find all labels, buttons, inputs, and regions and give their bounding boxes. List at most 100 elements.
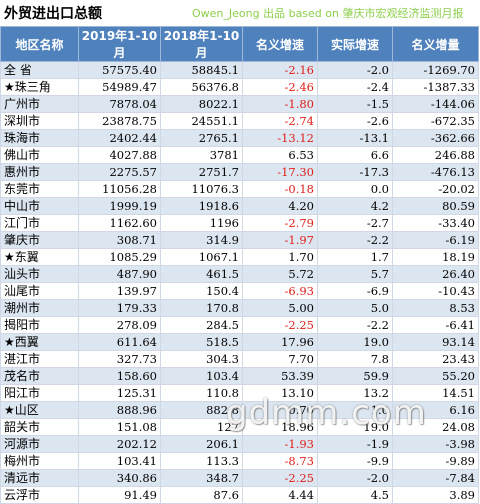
cell-2019: 57575.40 [78, 61, 161, 79]
cell-real-growth: -2.0 [317, 469, 393, 487]
cell-nominal-increase: -672.35 [392, 112, 479, 130]
table-row: 江门市 1162.60 1196 -2.79 -2.7 -33.40 [0, 214, 479, 232]
cell-region: 云浮市 [0, 486, 79, 504]
cell-2019: 340.86 [78, 469, 161, 487]
table-row: 阳江市 125.31 110.8 13.10 13.2 14.51 [0, 384, 479, 402]
cell-nominal-growth: -2.16 [242, 61, 318, 79]
table-row: 肇庆市 308.71 314.9 -1.97 -2.2 -6.19 [0, 231, 479, 249]
cell-region: 全 省 [0, 61, 79, 79]
cell-2018: 11076.3 [160, 180, 243, 198]
cell-2019: 202.12 [78, 435, 161, 453]
table-row: 佛山市 4027.88 3781 6.53 6.6 246.88 [0, 146, 479, 164]
cell-nominal-growth: -2.25 [242, 316, 318, 334]
cell-2019: 2275.57 [78, 163, 161, 181]
cell-real-growth: 1.7 [317, 248, 393, 266]
table-row: 茂名市 158.60 103.4 53.39 59.9 55.20 [0, 367, 479, 385]
cell-real-growth: 19.0 [317, 333, 393, 351]
cell-2019: 327.73 [78, 350, 161, 368]
cell-2019: 278.09 [78, 316, 161, 334]
cell-real-growth: 4.5 [317, 486, 393, 504]
cell-2018: 24551.1 [160, 112, 243, 130]
cell-2018: 304.3 [160, 350, 243, 368]
cell-region: 揭阳市 [0, 316, 79, 334]
header-row: 地区名称 2019年1-10月 2018年1-10月 名义增速 实际增速 名义增… [0, 26, 479, 62]
cell-region: 茂名市 [0, 367, 79, 385]
cell-2018: 170.8 [160, 299, 243, 317]
cell-region: 肇庆市 [0, 231, 79, 249]
cell-region: 清远市 [0, 469, 79, 487]
cell-region: ★西翼 [0, 333, 79, 351]
cell-real-growth: -2.0 [317, 61, 393, 79]
cell-nominal-increase: 26.40 [392, 265, 479, 283]
cell-2018: 110.8 [160, 384, 243, 402]
cell-nominal-growth: -2.79 [242, 214, 318, 232]
cell-nominal-increase: -1269.70 [392, 61, 479, 79]
cell-2018: 2751.7 [160, 163, 243, 181]
cell-2019: 11056.28 [78, 180, 161, 198]
cell-real-growth: 7.8 [317, 350, 393, 368]
cell-real-growth: 5.0 [317, 299, 393, 317]
cell-region: 湛江市 [0, 350, 79, 368]
cell-real-growth: 6.6 [317, 146, 393, 164]
cell-nominal-growth: -17.30 [242, 163, 318, 181]
cell-real-growth: 19.0 [317, 418, 393, 436]
cell-real-growth: -2.6 [317, 112, 393, 130]
cell-region: ★山区 [0, 401, 79, 419]
cell-2019: 139.97 [78, 282, 161, 300]
cell-nominal-growth: -0.18 [242, 180, 318, 198]
cell-2018: 56376.8 [160, 78, 243, 96]
cell-2019: 611.64 [78, 333, 161, 351]
table-row: 清远市 340.86 348.7 -2.25 -2.0 -7.84 [0, 469, 479, 487]
table-row: 云浮市 91.49 87.6 4.44 4.5 3.89 [0, 486, 479, 504]
cell-region: 深圳市 [0, 112, 79, 130]
table-row: 珠海市 2402.44 2765.1 -13.12 -13.1 -362.66 [0, 129, 479, 147]
cell-region: 梅州市 [0, 452, 79, 470]
cell-region: 佛山市 [0, 146, 79, 164]
cell-nominal-increase: 8.53 [392, 299, 479, 317]
cell-region: 汕尾市 [0, 282, 79, 300]
cell-region: ★珠三角 [0, 78, 79, 96]
cell-nominal-growth: -1.93 [242, 435, 318, 453]
cell-region: 阳江市 [0, 384, 79, 402]
cell-2018: 103.4 [160, 367, 243, 385]
cell-2019: 1999.19 [78, 197, 161, 215]
table-row: 河源市 202.12 206.1 -1.93 -1.9 -3.98 [0, 435, 479, 453]
cell-nominal-increase: -10.43 [392, 282, 479, 300]
cell-nominal-increase: -1387.33 [392, 78, 479, 96]
cell-nominal-growth: 6.53 [242, 146, 318, 164]
cell-nominal-growth: 5.00 [242, 299, 318, 317]
cell-2019: 158.60 [78, 367, 161, 385]
cell-nominal-growth: -2.25 [242, 469, 318, 487]
cell-real-growth: -2.7 [317, 214, 393, 232]
cell-nominal-increase: -7.84 [392, 469, 479, 487]
cell-nominal-increase: -476.13 [392, 163, 479, 181]
cell-nominal-growth: -1.80 [242, 95, 318, 113]
cell-nominal-increase: -3.98 [392, 435, 479, 453]
cell-2019: 1162.60 [78, 214, 161, 232]
cell-2019: 125.31 [78, 384, 161, 402]
cell-real-growth: -13.1 [317, 129, 393, 147]
cell-nominal-increase: 3.89 [392, 486, 479, 504]
cell-real-growth: -6.9 [317, 282, 393, 300]
header-region: 地区名称 [0, 26, 79, 62]
cell-real-growth: 4.2 [317, 197, 393, 215]
cell-real-growth: -1.5 [317, 95, 393, 113]
header-2019: 2019年1-10月 [78, 26, 161, 62]
table-row: 梅州市 103.41 113.3 -8.73 -9.9 -9.89 [0, 452, 479, 470]
cell-nominal-growth: 4.20 [242, 197, 318, 215]
title-bar: 外贸进出口总额 Owen_Jeong 出品 based on 肇庆市宏观经济监测… [0, 0, 480, 26]
table-row: 东莞市 11056.28 11076.3 -0.18 0.0 -20.02 [0, 180, 479, 198]
cell-nominal-increase: 23.43 [392, 350, 479, 368]
cell-region: 汕头市 [0, 265, 79, 283]
cell-2018: 2765.1 [160, 129, 243, 147]
cell-nominal-increase: 80.59 [392, 197, 479, 215]
table-row: 全 省 57575.40 58845.1 -2.16 -2.0 -1269.70 [0, 61, 479, 79]
table-row: ★珠三角 54989.47 56376.8 -2.46 -2.4 -1387.33 [0, 78, 479, 96]
cell-nominal-increase: 18.19 [392, 248, 479, 266]
cell-nominal-growth: 0.70 [242, 401, 318, 419]
cell-nominal-increase: -20.02 [392, 180, 479, 198]
cell-nominal-growth: -2.74 [242, 112, 318, 130]
cell-real-growth: -17.3 [317, 163, 393, 181]
cell-2018: 87.6 [160, 486, 243, 504]
table-row: 湛江市 327.73 304.3 7.70 7.8 23.43 [0, 350, 479, 368]
